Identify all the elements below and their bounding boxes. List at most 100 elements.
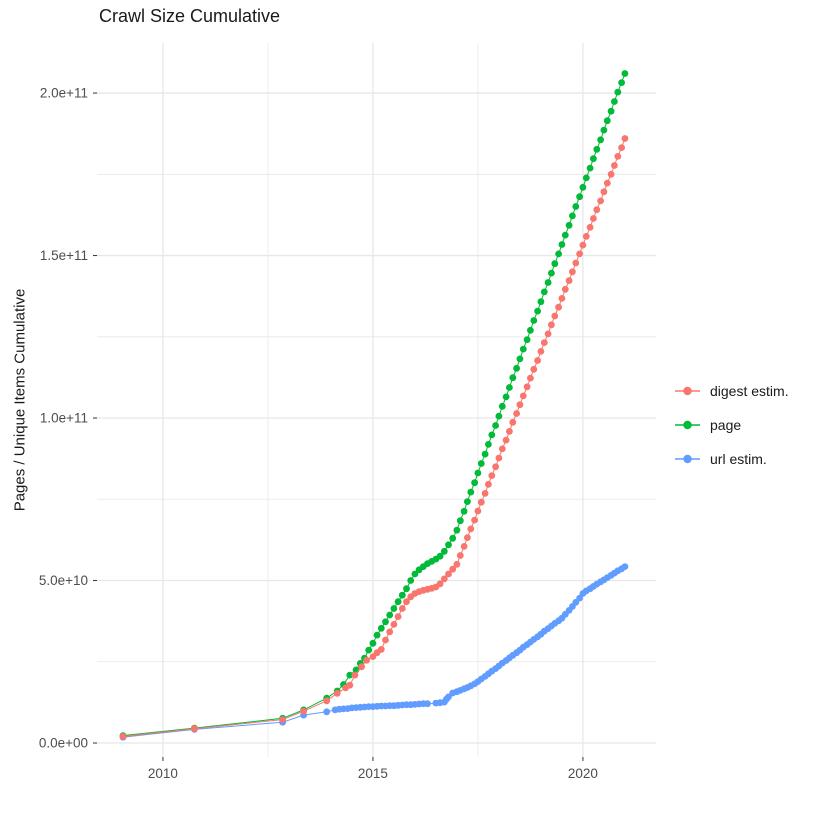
data-point [456,552,464,559]
data-point [382,636,389,644]
data-point [502,436,510,444]
axis-ticks-and-labels: 2010 2015 2020 0.0e+00 5.0e+10 1.0e+11 1.5e+11… [39,86,598,781]
data-point [498,402,506,410]
data-point [558,241,566,248]
data-point [460,507,468,515]
x-tick-label: 2015 [358,766,388,781]
data-point [279,716,286,723]
data-point [618,144,625,152]
data-point [460,543,468,550]
data-point [477,498,485,506]
data-point [597,197,604,205]
data-point [474,469,482,477]
data-point [537,298,545,306]
data-point [495,454,503,462]
data-point [495,412,503,420]
data-point [540,339,548,346]
data-point [513,364,520,372]
data-point [481,490,489,497]
legend: digest estim. page url estim. [674,374,789,476]
data-point [398,591,406,599]
data-point [572,259,580,267]
data-point [590,155,597,163]
y-tick-label: 0.0e+00 [39,736,88,751]
legend-item-url-estim: url estim. [674,442,789,476]
data-point [582,233,590,240]
data-point [555,303,562,311]
data-point [611,162,618,169]
data-point [488,431,496,439]
data-point [519,392,527,400]
data-point [569,212,576,220]
data-point [456,517,464,525]
data-point [471,516,478,524]
data-point [488,472,496,479]
y-tick-label: 5.0e+10 [39,573,88,588]
data-point [565,277,573,284]
data-point [407,577,415,584]
x-tick-label: 2020 [568,766,598,781]
data-point [477,460,485,467]
x-tick-label: 2010 [148,766,178,781]
data-point [548,269,555,277]
data-point [534,357,541,364]
legend-key-page-line-dot-icon [675,420,700,430]
data-point [548,321,555,329]
data-point [558,295,566,302]
data-point [471,479,478,487]
data-point [576,193,583,201]
data-point [502,393,510,401]
data-point [300,707,307,715]
data-point [403,598,410,606]
data-point [621,70,629,77]
data-point [579,241,587,249]
data-point [323,697,331,705]
legend-key-digest-line-dot-icon [675,386,700,396]
legend-key-url-line-dot-icon [675,454,700,464]
data-point [555,250,562,258]
data-point [506,428,513,435]
data-point [369,639,377,647]
data-point [377,624,385,632]
data-point [445,570,452,578]
data-point [607,170,615,178]
data-point [544,279,552,286]
legend-item-digest-estim: digest estim. [674,374,789,408]
data-point [394,613,402,620]
data-point [506,384,513,391]
data-point [607,107,615,115]
data-point [453,526,461,534]
gridlines [97,43,656,757]
y-tick-label: 2.0e+11 [40,86,88,101]
data-point [424,700,431,708]
data-point [513,410,520,417]
data-point [527,374,534,382]
data-point [523,336,531,344]
data-point [485,441,492,448]
data-point [597,136,604,144]
data-point [323,708,331,716]
data-point [519,345,527,353]
data-point [492,422,499,429]
data-point [346,681,354,689]
data-point [586,164,594,172]
data-point [603,179,611,187]
data-point [561,231,569,239]
data-point [394,598,402,606]
data-point [600,126,608,134]
data-point [582,174,590,182]
data-point [523,383,531,391]
data-point [544,330,552,338]
data-point [516,355,524,363]
data-point [449,565,457,573]
data-point [436,552,444,560]
data-point [365,646,373,654]
data-point [485,480,492,488]
y-tick-label: 1.0e+11 [40,411,88,426]
data-point [358,663,365,671]
data-point [603,117,611,125]
data-point [464,534,471,541]
data-point [537,348,545,355]
data-point [540,288,548,296]
